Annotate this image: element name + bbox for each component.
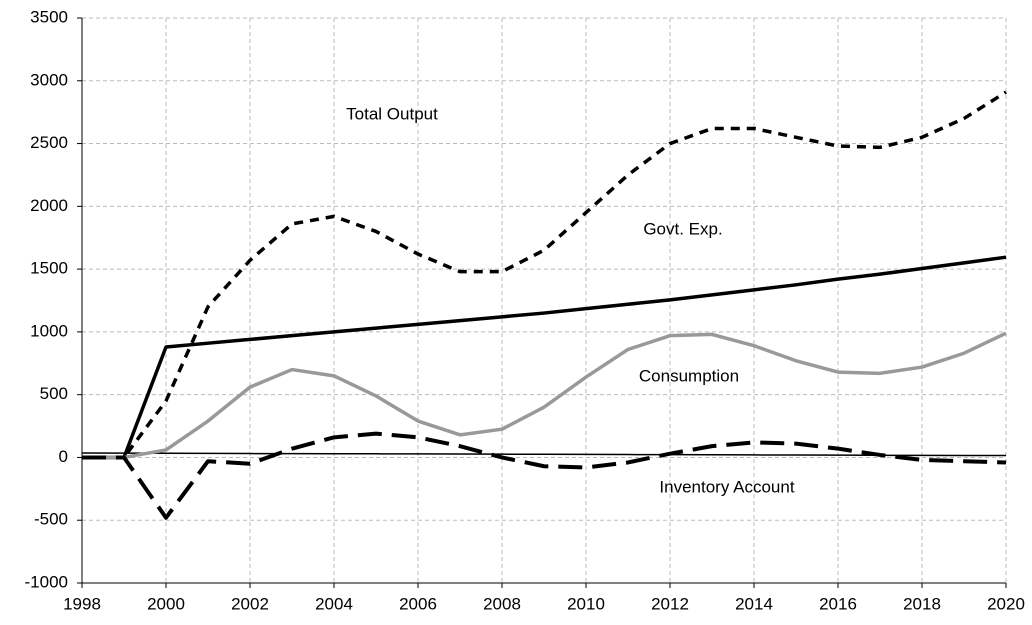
y-tick-label: 3000 [30, 70, 68, 89]
series-line [82, 331, 1007, 460]
x-tick-label: 2004 [315, 594, 353, 613]
x-tick-label: 2012 [651, 594, 689, 613]
annotation: Govt. Exp. [643, 219, 722, 238]
y-tick-label: 2000 [30, 196, 68, 215]
series-line [81, 452, 1006, 457]
annotation: Consumption [639, 366, 739, 385]
y-tick-label: 500 [40, 384, 68, 403]
x-tick-label: 2000 [147, 594, 185, 613]
y-tick-label: 3500 [30, 7, 68, 26]
y-tick-label: 1500 [30, 259, 68, 278]
x-tick-label: 2008 [483, 594, 521, 613]
x-tick-label: 2018 [903, 594, 941, 613]
x-tick-label: 2006 [399, 594, 437, 613]
y-tick-label: -500 [34, 510, 68, 529]
series-line [82, 255, 1007, 460]
x-tick-label: 2016 [819, 594, 857, 613]
series-line [82, 431, 1007, 520]
x-tick-label: 2002 [231, 594, 269, 613]
annotation: Total Output [346, 104, 438, 123]
annotation: Inventory Account [659, 477, 794, 496]
x-tick-label: 2010 [567, 594, 605, 613]
x-tick-label: 1998 [63, 594, 101, 613]
x-tick-label: 2020 [987, 594, 1025, 613]
y-tick-label: 1000 [30, 321, 68, 340]
y-tick-label: 2500 [30, 133, 68, 152]
series-line [82, 90, 1007, 460]
y-tick-label: -1000 [25, 572, 68, 591]
x-tick-label: 2014 [735, 594, 773, 613]
y-tick-label: 0 [59, 447, 68, 466]
